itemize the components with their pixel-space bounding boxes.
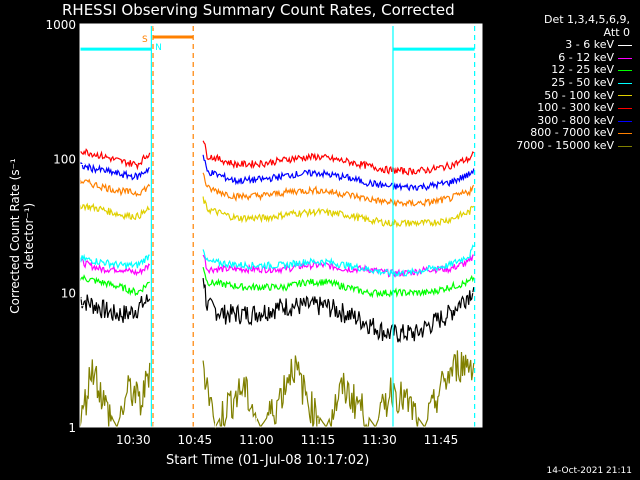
series-line	[202, 266, 475, 299]
y-tick-label: 100	[53, 152, 76, 166]
x-tick-label: 10:30	[116, 433, 151, 447]
saa-flag: S	[142, 35, 148, 45]
series-line	[202, 278, 475, 343]
series-3-6-kev	[79, 278, 475, 343]
legend-item-label: 6 - 12 keV	[558, 50, 614, 64]
series-line	[79, 253, 150, 270]
legend-item: 100 - 300 keV	[484, 102, 632, 115]
legend-swatch	[618, 70, 632, 72]
legend-swatch	[618, 57, 632, 59]
legend-item-label: 300 - 800 keV	[537, 113, 614, 127]
legend-swatch	[618, 145, 632, 147]
y-tick-label: 10	[61, 287, 76, 301]
series-line	[202, 154, 475, 192]
generated-timestamp: 14-Oct-2021 21:11	[546, 466, 632, 476]
series-line	[79, 177, 151, 198]
legend-item-label: 800 - 7000 keV	[530, 126, 614, 140]
legend-item-label: 25 - 50 keV	[551, 75, 614, 89]
series-line	[79, 148, 151, 171]
legend-item-label: 3 - 6 keV	[565, 38, 614, 52]
series-line	[79, 258, 151, 277]
legend: Det 1,3,4,5,6,9, Att 0 3 - 6 keV 6 - 12 k…	[484, 13, 632, 153]
legend-item: 6 - 12 keV	[484, 50, 632, 65]
legend-item-label: 12 - 25 keV	[551, 63, 614, 77]
plot-frame	[79, 23, 483, 428]
y-tick-label: 1000	[45, 18, 76, 32]
legend-swatch	[618, 82, 632, 84]
legend-item-label: 7000 - 15000 keV	[516, 138, 614, 152]
series-line	[202, 172, 475, 208]
legend-swatch	[618, 120, 632, 122]
y-axis-label: Corrected Count Rate (s⁻¹ detector⁻¹)	[8, 158, 36, 314]
night-flag: N	[155, 43, 162, 53]
legend-item: 50 - 100 keV	[484, 88, 632, 103]
x-tick-label: 10:45	[178, 433, 213, 447]
x-tick-label: 11:15	[301, 433, 336, 447]
series-100-300-kev	[79, 140, 475, 176]
x-tick-label: 11:00	[239, 433, 274, 447]
legend-attenuator-header: Att 0	[603, 25, 630, 39]
x-axis-label: Start Time (01-Jul-08 10:17:02)	[166, 453, 370, 468]
series-6-12-kev	[79, 254, 474, 278]
plot-background	[80, 24, 482, 427]
series-line	[202, 254, 474, 278]
legend-detector-header: Det 1,3,4,5,6,9,	[543, 13, 630, 26]
legend-item-label: 50 - 100 keV	[544, 88, 614, 102]
legend-swatch	[618, 107, 632, 109]
legend-item: 800 - 7000 keV	[484, 127, 632, 140]
legend-item: 3 - 6 keV	[484, 39, 632, 52]
x-tick-label: 11:30	[362, 433, 397, 447]
series-50-100-kev	[79, 196, 475, 229]
series-line	[79, 202, 151, 221]
series-line	[79, 161, 150, 181]
legend-item: 12 - 25 keV	[484, 64, 632, 77]
series-line	[202, 350, 475, 429]
x-tick-label: 11:45	[424, 433, 459, 447]
series-line	[202, 196, 475, 229]
chart-title: RHESSI Observing Summary Count Rates, Co…	[62, 1, 455, 19]
series-line	[202, 244, 475, 278]
legend-item: 25 - 50 keV	[484, 75, 632, 90]
series-800-7000-kev	[79, 35, 475, 208]
legend-swatch	[618, 133, 632, 135]
series-line	[79, 294, 151, 323]
series-line	[202, 140, 475, 176]
legend-swatch	[618, 44, 632, 46]
series-line	[79, 274, 151, 297]
series-line	[79, 359, 151, 429]
series-300-800-kev	[79, 154, 475, 192]
y-tick-label: 1	[68, 421, 76, 435]
legend-swatch	[618, 95, 632, 97]
legend-item: 7000 - 15000 keV	[484, 138, 632, 153]
series-12-25-kev	[79, 266, 475, 299]
legend-item-label: 100 - 300 keV	[537, 101, 614, 115]
series-25-50-kev	[79, 47, 475, 278]
legend-item: 300 - 800 keV	[484, 113, 632, 128]
series-7000-15000-kev	[79, 350, 475, 429]
